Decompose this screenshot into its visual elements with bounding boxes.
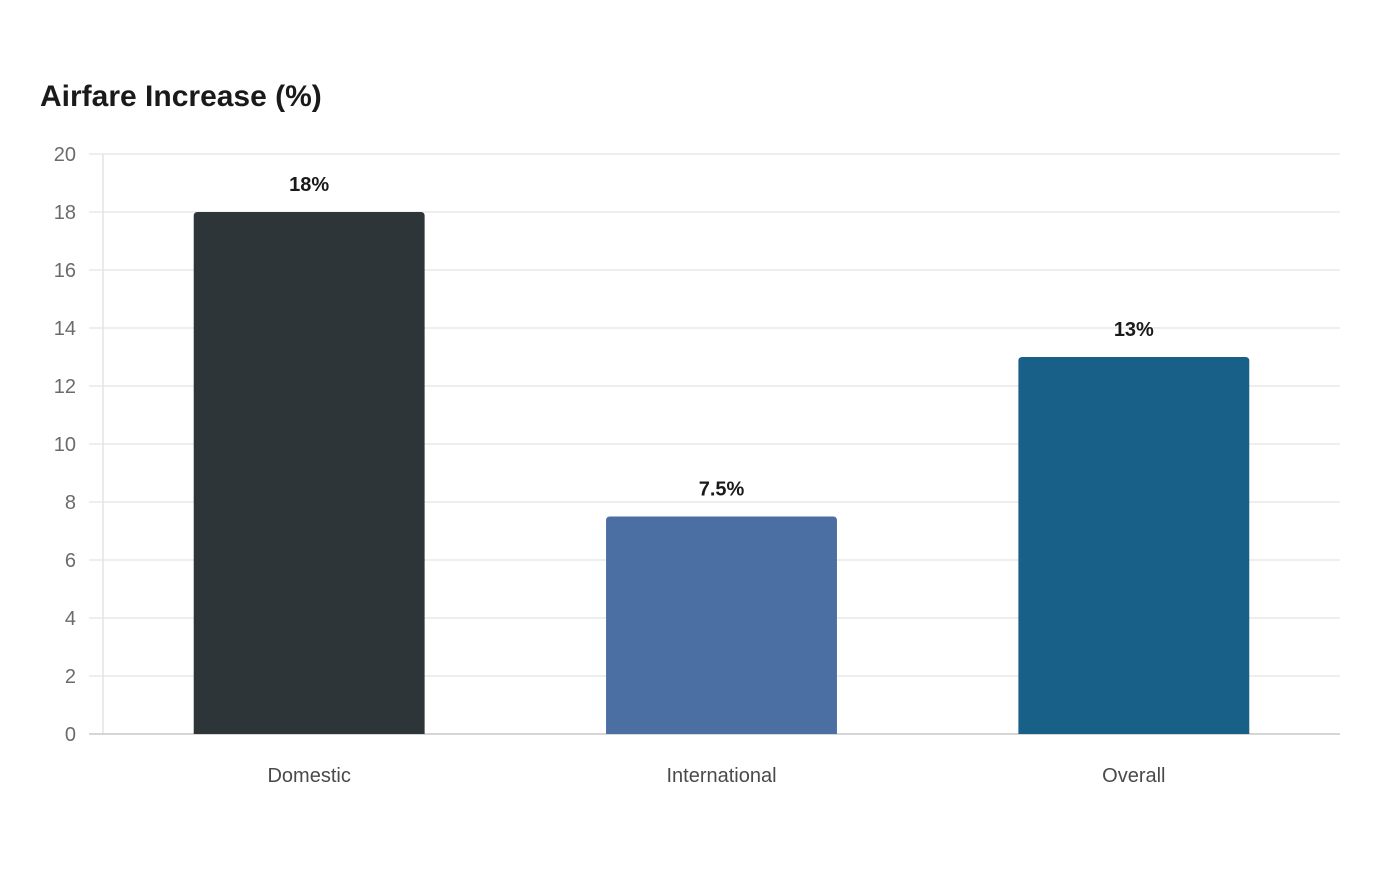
y-tick-label: 14 xyxy=(54,318,76,340)
x-category-label: International xyxy=(666,765,776,787)
bars xyxy=(193,212,1250,734)
y-tick-label: 16 xyxy=(54,260,76,282)
y-tick-label: 0 xyxy=(65,724,76,746)
y-tick-label: 6 xyxy=(65,550,76,572)
data-label-international: 7.5% xyxy=(699,479,745,501)
y-tick-label: 10 xyxy=(54,434,76,456)
bar-overall xyxy=(1018,357,1250,734)
data-label-overall: 13% xyxy=(1114,319,1154,341)
y-tick-label: 18 xyxy=(54,202,76,224)
y-tick-label: 4 xyxy=(65,608,76,630)
data-labels: 18% 7.5% 13% xyxy=(289,174,1154,501)
y-tick-label: 20 xyxy=(54,144,76,166)
bar-international xyxy=(606,516,837,734)
y-tick-label: 8 xyxy=(65,492,76,514)
x-category-label: Overall xyxy=(1102,765,1165,787)
y-tick-label: 2 xyxy=(65,666,76,688)
chart-title: Airfare Increase (%) xyxy=(40,80,322,113)
y-axis-ticks: 0 2 4 6 8 10 12 14 16 18 20 xyxy=(54,144,76,746)
bar-domestic xyxy=(193,212,425,734)
data-label-domestic: 18% xyxy=(289,174,329,196)
x-category-label: Domestic xyxy=(267,765,350,787)
y-tick-label: 12 xyxy=(54,376,76,398)
x-axis-categories: Domestic International Overall xyxy=(267,765,1165,787)
